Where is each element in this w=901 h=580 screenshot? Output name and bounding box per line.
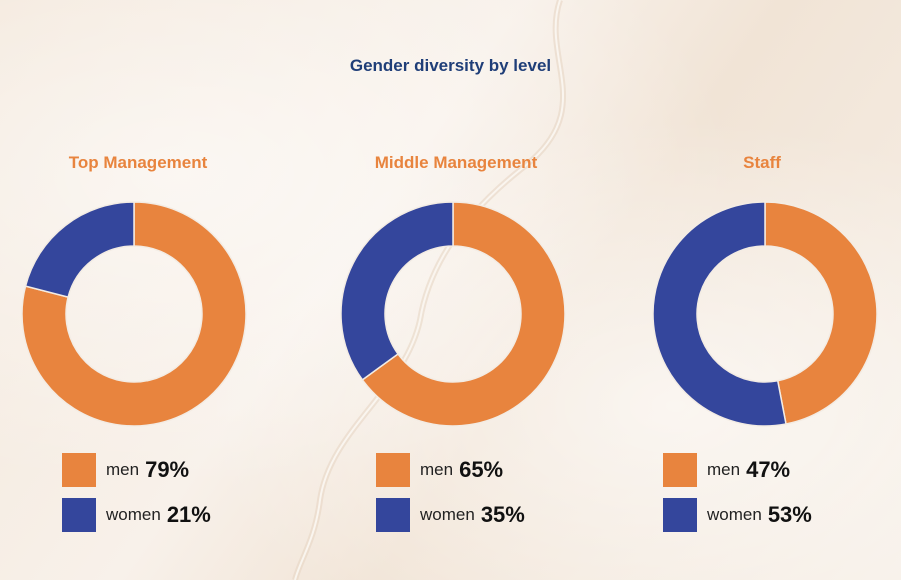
donut-chart-middle-management — [340, 201, 566, 427]
legend-item-women: women 35% — [376, 498, 525, 532]
legend-item-men: men 79% — [62, 453, 189, 487]
legend-swatch-women — [62, 498, 96, 532]
legend-value-women: 21% — [166, 502, 211, 527]
donut-slice-women — [24, 201, 135, 299]
donut-slice-women — [340, 201, 454, 381]
legend-label-women: women — [707, 505, 762, 524]
chart-title: Gender diversity by level — [349, 56, 552, 75]
legend-label-women: women — [106, 505, 161, 524]
legend-label-men: men — [707, 460, 741, 479]
legend-label-men: men — [106, 460, 140, 479]
legend-swatch-men — [663, 453, 697, 487]
panel-title-top-management: Top Management — [68, 153, 208, 172]
donut-slice-men — [361, 201, 566, 427]
legend-value-women: 35% — [480, 502, 525, 527]
donut-slice-women — [652, 201, 787, 427]
panel-title-staff: Staff — [743, 153, 781, 172]
donut-slice-men — [21, 201, 247, 427]
legend-item-men: men 47% — [663, 453, 790, 487]
donut-slice-men — [764, 201, 878, 425]
legend-swatch-men — [62, 453, 96, 487]
legend-item-men: men 65% — [376, 453, 503, 487]
donut-chart-staff — [652, 201, 878, 427]
legend-label-men: men — [420, 460, 454, 479]
legend-swatch-men — [376, 453, 410, 487]
legend-swatch-women — [376, 498, 410, 532]
legend-swatch-women — [663, 498, 697, 532]
legend-value-women: 53% — [767, 502, 812, 527]
legend-item-women: women 53% — [663, 498, 812, 532]
donut-chart-top-management — [21, 201, 247, 427]
panel-title-middle-management: Middle Management — [374, 153, 538, 172]
legend-value-men: 79% — [145, 457, 190, 482]
legend-item-women: women 21% — [62, 498, 211, 532]
legend-label-women: women — [420, 505, 475, 524]
legend-value-men: 47% — [746, 457, 791, 482]
legend-value-men: 65% — [459, 457, 504, 482]
